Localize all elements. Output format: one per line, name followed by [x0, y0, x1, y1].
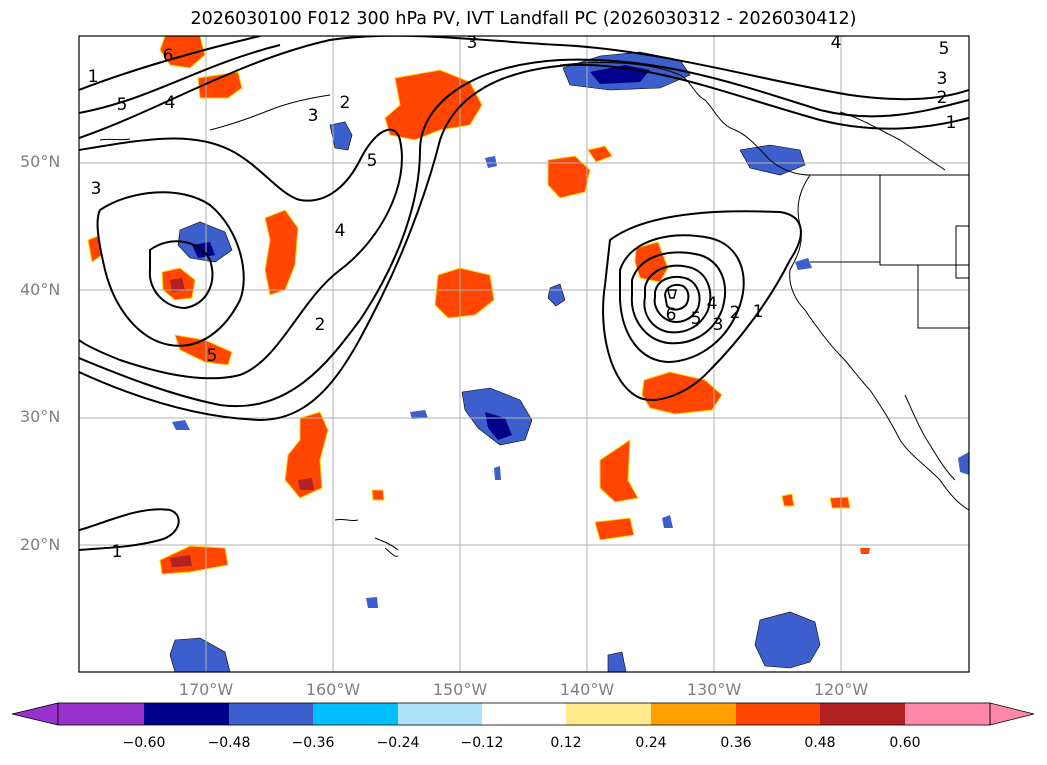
contour-label: 1: [753, 302, 764, 322]
colorbar-tick: 0.60: [889, 735, 921, 751]
contour-label: 4: [165, 93, 176, 113]
colorbar-segment: [566, 703, 651, 725]
contour-label: 5: [207, 346, 218, 366]
lon-label: 150°W: [432, 680, 488, 699]
negative-pv-shading: [169, 51, 969, 672]
colorbar-tick: −0.24: [376, 735, 420, 751]
colorbar-tick: −0.60: [122, 735, 166, 751]
contour-label: 3: [308, 106, 319, 126]
lat-label: 30°N: [20, 407, 61, 426]
colorbar-segment: [398, 703, 482, 725]
colorbar-tick: −0.36: [291, 735, 335, 751]
lon-label: 130°W: [686, 680, 742, 699]
colorbar-tick: −0.12: [460, 735, 504, 751]
contour-label: 2: [340, 93, 351, 113]
contour-label: 2: [937, 88, 948, 108]
ivt-contours: [79, 36, 969, 551]
contour-label: 6: [163, 46, 174, 66]
contour-label: 4: [707, 294, 718, 314]
contour-label: 2: [730, 303, 741, 323]
lat-label: 20°N: [20, 535, 61, 554]
colorbar-segment: [736, 703, 820, 725]
lon-label: 160°W: [305, 680, 361, 699]
map-title: 2026030100 F012 300 hPa PV, IVT Landfall…: [190, 9, 857, 29]
map-frame: [78, 35, 970, 673]
contour-label: 4: [335, 221, 346, 241]
colorbar: [11, 702, 1035, 726]
contour-label: 5: [367, 151, 378, 171]
colorbar-segment: [820, 703, 905, 725]
colorbar-segment: [482, 703, 566, 725]
colorbar-extend-min: [11, 702, 59, 726]
colorbar-segment: [651, 703, 736, 725]
contour-label: 1: [88, 67, 99, 87]
lat-label: 40°N: [20, 280, 61, 299]
colorbar-tick: 0.48: [804, 735, 836, 751]
contour-label: 3: [467, 33, 478, 53]
contour-label: 6: [666, 305, 677, 325]
coastlines: [99, 61, 969, 557]
contour-label: 5: [117, 95, 128, 115]
colorbar-tick: 0.12: [550, 735, 582, 751]
contour-label: 3: [937, 69, 948, 89]
contour-label: 5: [691, 309, 702, 329]
lon-label: 120°W: [813, 680, 869, 699]
colorbar-segment: [313, 703, 398, 725]
contour-label: 2: [315, 315, 326, 335]
contour-labels: 1 2 3 4 5 6 3 4 5 3 2 1 2 3 4 5 5 1 1 2 …: [88, 33, 957, 562]
contour-label: 3: [91, 179, 102, 199]
lon-label: 170°W: [178, 680, 234, 699]
contour-label: 1: [946, 113, 957, 133]
colorbar-tick: 0.36: [720, 735, 752, 751]
contour-label: 1: [112, 542, 123, 562]
colorbar-segment: [229, 703, 313, 725]
contour-label: 4: [831, 33, 842, 53]
colorbar-tick: −0.48: [207, 735, 251, 751]
contour-label: 5: [939, 39, 950, 59]
contour-label: 3: [713, 315, 724, 335]
colorbar-segment: [144, 703, 229, 725]
colorbar-segment: [58, 703, 144, 725]
lat-label: 50°N: [20, 152, 61, 171]
colorbar-extend-max: [989, 702, 1035, 726]
colorbar-segment: [905, 703, 990, 725]
colorbar-tick: 0.24: [635, 735, 667, 751]
lon-label: 140°W: [559, 680, 615, 699]
